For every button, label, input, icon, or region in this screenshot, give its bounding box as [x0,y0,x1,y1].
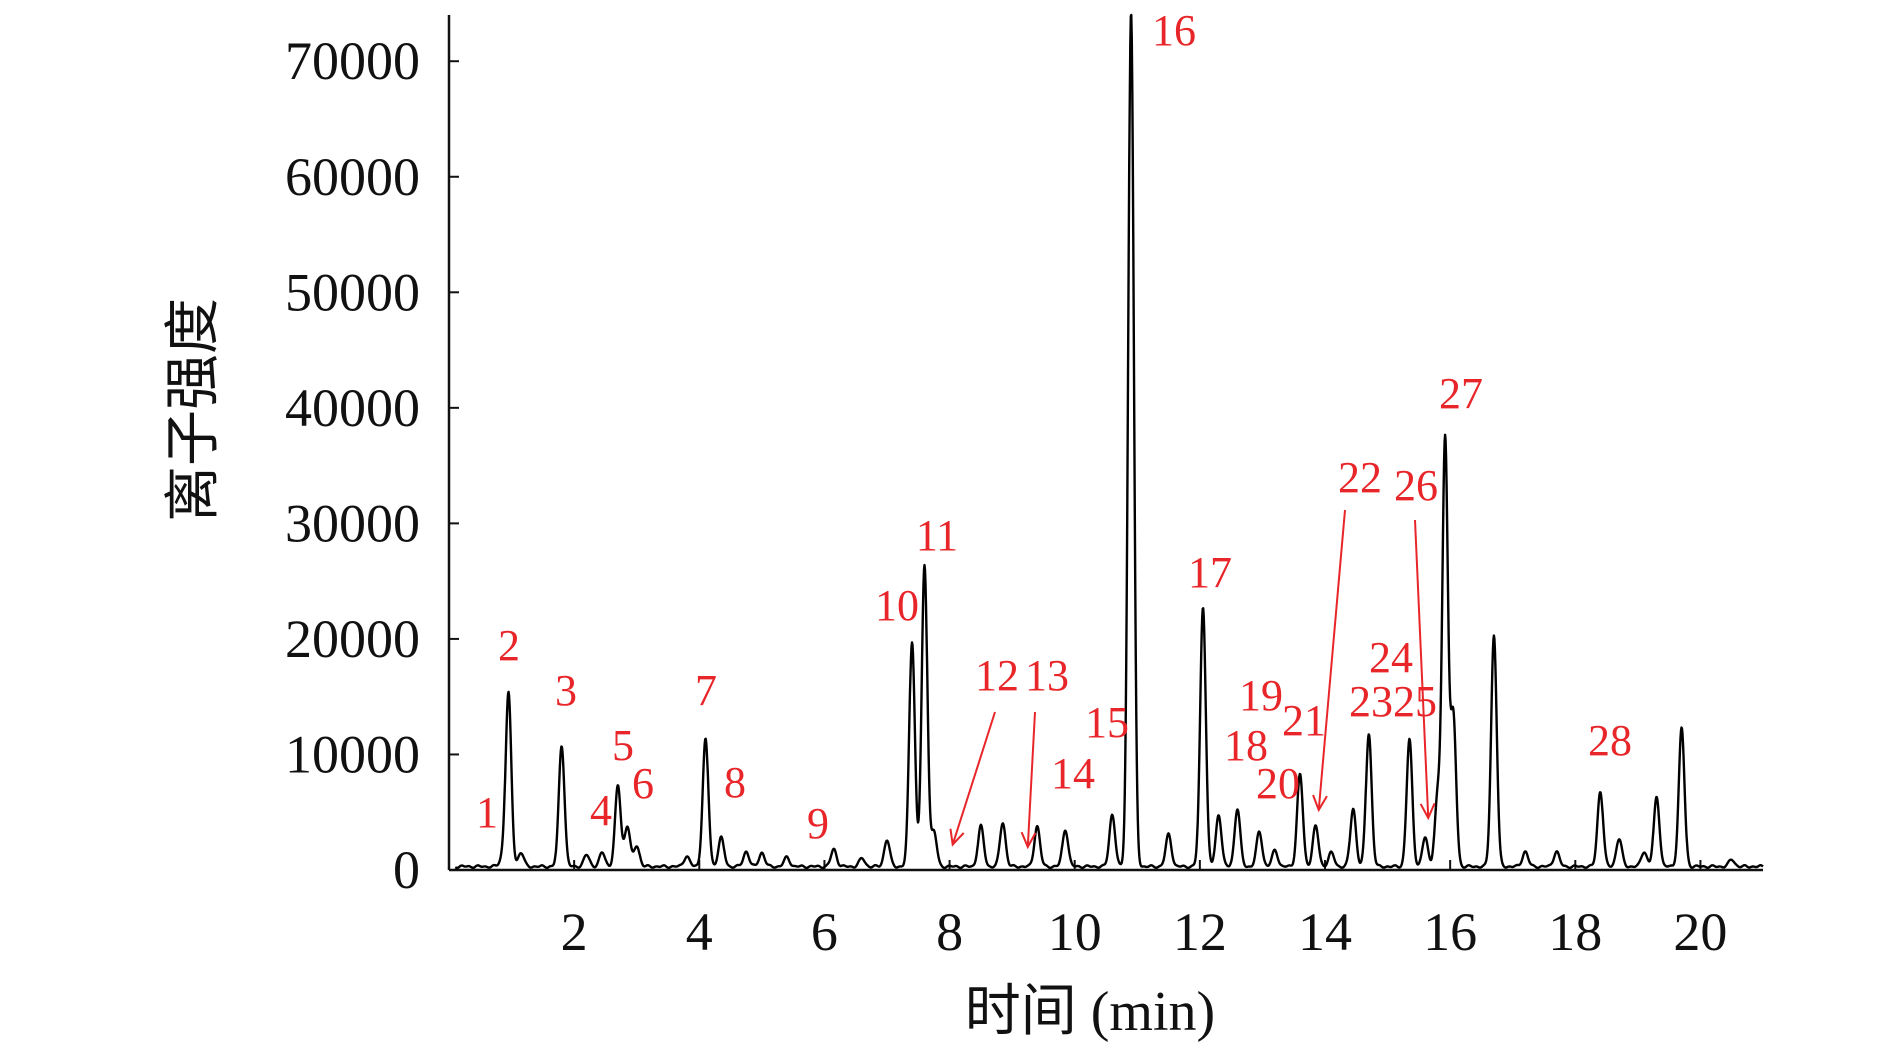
peak-label-25: 25 [1393,677,1437,726]
peak-label-9: 9 [807,799,829,848]
x-tick-label: 10 [1048,902,1102,962]
peak-label-12: 12 [975,651,1019,700]
peak-label-22: 22 [1338,453,1382,502]
peak-arrow-head [1312,794,1328,813]
y-tick-label: 0 [393,840,420,900]
peak-arrow-line [1414,519,1430,819]
peak-label-10: 10 [875,581,919,630]
y-tick-label: 50000 [285,262,420,322]
peak-arrow-line [1026,711,1036,847]
peak-arrows [949,509,1436,850]
peak-label-18: 18 [1224,721,1268,770]
x-tick-label: 20 [1673,902,1727,962]
peak-label-6: 6 [632,759,654,808]
x-tick-label: 8 [936,902,963,962]
peak-label-15: 15 [1085,698,1129,747]
peak-label-14: 14 [1051,749,1095,798]
peak-label-17: 17 [1188,548,1232,597]
x-tick-label: 4 [686,902,713,962]
x-tick-label: 12 [1173,902,1227,962]
x-tick-label: 16 [1423,902,1477,962]
chromatogram-trace [454,13,1764,870]
peak-label-4: 4 [590,786,612,835]
peak-label-7: 7 [695,666,717,715]
peak-arrow-line [1317,509,1346,811]
axes [447,15,1763,872]
peak-label-28: 28 [1588,716,1632,765]
peak-label-2: 2 [498,621,520,670]
x-tick-label: 2 [561,902,588,962]
y-tick-label: 30000 [285,493,420,553]
y-tick-label: 70000 [285,31,420,91]
peak-label-3: 3 [555,666,577,715]
peak-label-26: 26 [1394,461,1438,510]
peak-label-19: 19 [1239,671,1283,720]
peak-label-1: 1 [476,788,498,837]
peak-label-5: 5 [612,721,634,770]
peak-arrow-line [951,711,996,845]
x-tick-label: 14 [1298,902,1352,962]
x-tick-label: 18 [1548,902,1602,962]
x-tick-label: 6 [811,902,838,962]
peak-label-27: 27 [1439,369,1483,418]
peak-label-11: 11 [916,511,958,560]
peak-label-21: 21 [1282,696,1326,745]
y-tick-label: 20000 [285,609,420,669]
peak-label-23: 23 [1349,677,1393,726]
peak-label-13: 13 [1025,651,1069,700]
peak-label-24: 24 [1369,633,1413,682]
peak-label-20: 20 [1256,759,1300,808]
peak-arrow-head [949,828,965,847]
y-tick-label: 10000 [285,724,420,784]
y-tick-label: 40000 [285,378,420,438]
peak-label-16: 16 [1152,6,1196,55]
y-tick-label: 60000 [285,147,420,207]
x-axis-title: 时间 (min) [965,981,1215,1043]
peak-arrow-head [1419,802,1436,821]
y-axis-title: 离子强度 [163,298,225,522]
peak-arrow-head [1020,831,1037,850]
peak-label-8: 8 [724,758,746,807]
